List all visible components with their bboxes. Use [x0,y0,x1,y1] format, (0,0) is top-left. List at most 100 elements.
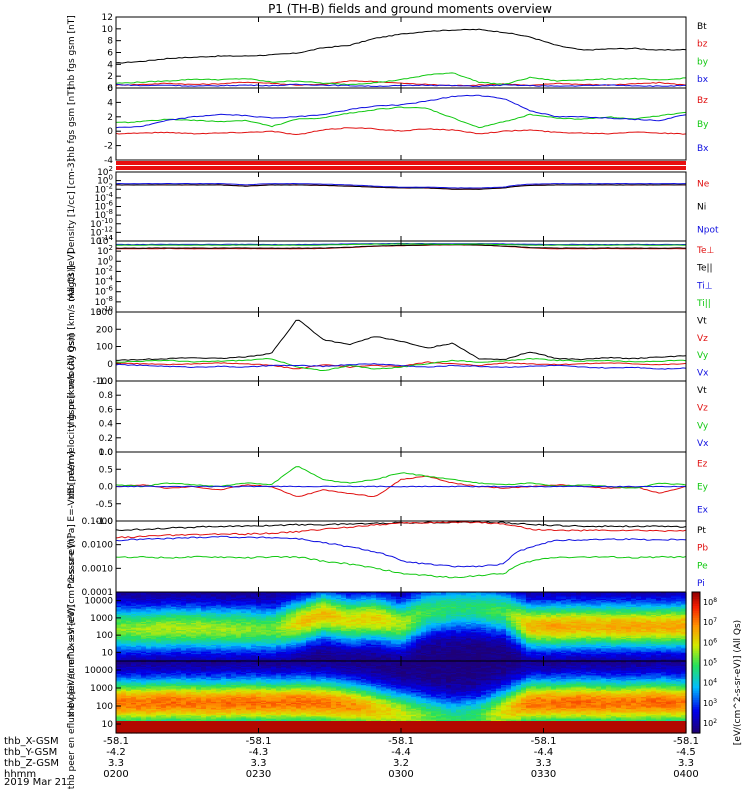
colorbar-segment [692,629,700,633]
ephemeris-value: 3.3 [678,758,694,769]
colorbar-segment [692,636,700,640]
y-tick-label: 0.2 [99,434,113,444]
y-tick-label: 100 [97,254,113,267]
series-line-Bz [115,127,687,136]
legend-label: Vx [697,439,709,449]
legend-label: Bt [697,22,707,32]
y-axis-label: thb fgs gsm [nT] [67,87,77,162]
panel-frame [115,87,687,161]
y-tick-label: 10 [102,25,114,35]
y-tick-label: 104 [97,234,113,247]
y-tick-label: -1.0 [95,517,113,527]
series-line-Pi [115,535,687,568]
colorbar-segment [692,667,700,671]
colorbar-segment [692,697,700,701]
colorbar-segment [692,678,700,682]
colorbar-segment [692,695,700,699]
y-tick-label: 10-2 [95,264,113,277]
y-tick-label: -4 [104,156,113,166]
panel-fgs-gsm: thb fgs gsm [nT] 6 4 2 0 -2 -4 Bz By Bx [67,84,709,166]
ephemeris-value: -4.4 [534,747,554,758]
panel-density: Density [1/cc] [cm-3] 10210010-210-410-61… [67,159,719,254]
y-tick-label: 102 [97,165,113,178]
legend-label: Ez [697,460,708,470]
y-tick-label: -2 [104,142,113,152]
legend-label: Vy [697,351,709,361]
panel-pressure: Pressure [nPa] 0.1000 0.0100 0.0010 0.0001 Pt… [67,517,708,598]
colorbar-segment [692,657,700,661]
y-tick-label: 12 [102,13,113,23]
colorbar-segment [692,617,700,621]
ephemeris-value: -4.5 [676,747,696,758]
series-line-Vt [116,319,687,361]
colorbar-tick-label: 108 [703,597,717,607]
colorbar-tick-label: 106 [703,637,717,647]
y-tick-label: 0.8 [99,391,114,401]
y-tick-label: 102 [97,244,113,257]
colorbar-segment [692,620,700,624]
colorbar-segment [692,718,700,722]
y-tick-label: 0.0100 [82,541,114,551]
colorbar-segment [692,650,700,654]
legend-label: Pe [697,561,708,571]
series-line-Vx [115,363,687,370]
colorbar-tick-label: 102 [703,718,717,728]
y-tick-label: 10-2 [95,182,113,195]
y-tick-label: 1000 [90,614,113,624]
y-tick-label: 10000 [84,666,113,676]
legend-label: Pt [697,526,706,536]
y-tick-label: 0.0001 [82,588,114,598]
ephemeris-value: -4.4 [391,747,411,758]
y-tick-label: 1.0 [99,448,114,458]
colorbar-frame [691,591,701,734]
y-tick-label: 0.0 [99,483,114,493]
y-tick-label: 4 [107,60,113,70]
panel-peir-spectrogram: thb peir en eflux eV [eV/(cm^2-s-sr-eV)]… [67,536,687,717]
colorbar-tick-label: 103 [703,698,717,708]
ephemeris-value: 3.3 [108,758,124,769]
y-tick-label: 2 [107,113,113,123]
legend-label: By [697,120,709,130]
series-line-Npot [115,182,686,189]
panel-temperature: magt3 [eV] 10410210010-210-410-610-810-10… [67,234,715,318]
y-tick-label: 1000 [90,684,113,694]
series-line-Ey [115,466,687,489]
colorbar-tick-label: 107 [703,617,717,627]
series-line-By [115,106,687,129]
y-tick-label: 10 [102,720,114,730]
y-tick-label: 100 [97,174,113,187]
y-tick-label: 2 [107,72,113,82]
legend-label: Ex [697,506,709,516]
colorbar-segment [692,711,700,715]
colorbar-segment [692,693,700,696]
colorbar-segment [692,681,700,685]
y-tick-label: 10 [102,648,114,658]
legend-label: Ne [697,180,710,190]
colorbar-segment [692,608,700,612]
y-tick-label: 0 [107,127,113,137]
y-axis-label: thb peer velocity gsm [km/s (All Qs)] [67,334,77,500]
colorbar-segment [692,669,700,673]
series-line-Ez [115,475,687,498]
colorbar-segment [692,648,700,652]
colorbar-segment [692,622,700,626]
y-axis-label: Density [1/cc] [cm-3] [67,159,77,254]
colorbar-segment [692,596,700,600]
y-tick-label: 0.6 [99,405,114,415]
legend-label: bx [697,75,709,85]
figure-title: P1 (TH-B) fields and ground moments over… [268,2,552,16]
y-tick-label: 10-4 [95,275,114,288]
colorbar-segment [692,599,700,602]
ephemeris-value: 0330 [531,769,556,780]
legend-label: Bz [697,96,708,106]
y-tick-label: 10-10 [90,305,113,318]
series-line-Bx [115,94,687,129]
ephemeris-row-label: thb_Z-GSM [4,758,59,769]
panel-frame [115,171,687,242]
y-tick-label: 10-10 [90,217,113,230]
legend-label: Te⊥ [696,246,715,256]
y-tick-label: 6 [107,84,113,94]
legend-label: Vt [697,386,707,396]
